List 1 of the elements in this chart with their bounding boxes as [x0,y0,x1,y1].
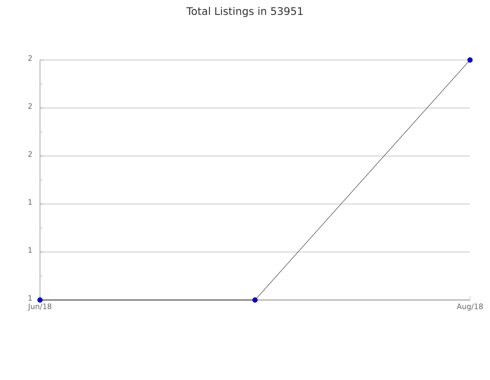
chart-title: Total Listings in 53951 [186,6,303,18]
